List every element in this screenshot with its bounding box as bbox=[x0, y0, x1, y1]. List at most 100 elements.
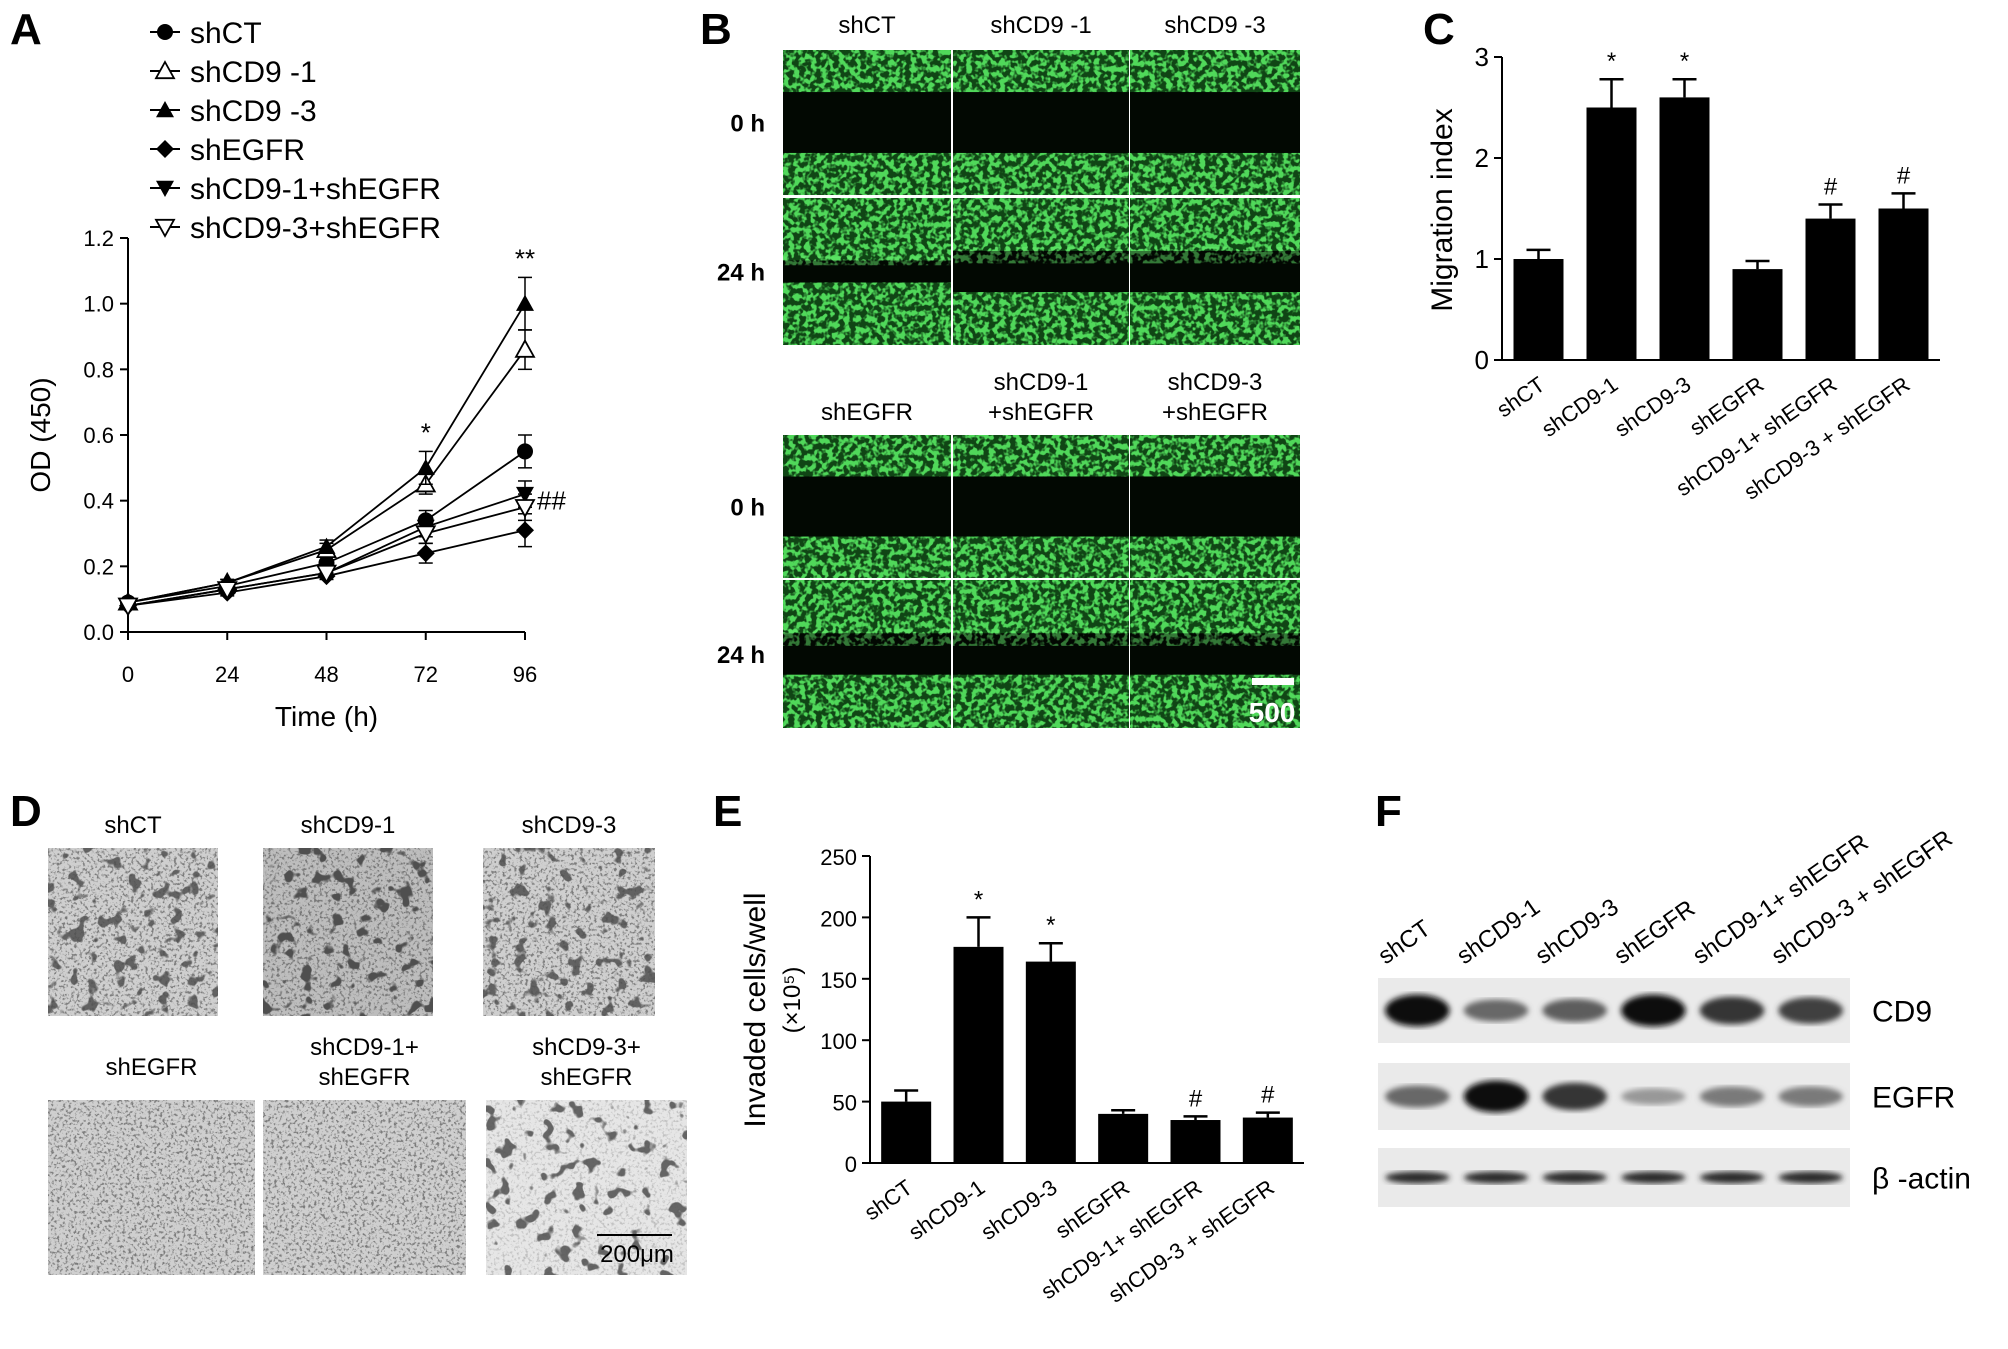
series-5 bbox=[117, 493, 536, 617]
band bbox=[1385, 1085, 1450, 1108]
band bbox=[1385, 994, 1450, 1027]
cell-layer-bottom bbox=[1130, 292, 1300, 345]
cell-tint-top bbox=[953, 198, 1129, 251]
cell-tint-bottom bbox=[783, 536, 951, 578]
y-tick-label: 1 bbox=[1475, 244, 1489, 274]
migrated-cells bbox=[1130, 246, 1300, 264]
y-tick-label: 1.2 bbox=[83, 226, 114, 251]
data-point bbox=[117, 597, 139, 617]
y-tick-label: 0 bbox=[1475, 345, 1489, 375]
y-tick-label: 0 bbox=[845, 1152, 857, 1177]
y-tick-label: 1.0 bbox=[83, 292, 114, 317]
cell-layer-top bbox=[783, 435, 951, 477]
panel-letter-d: D bbox=[10, 787, 42, 836]
invaded-cells bbox=[48, 848, 218, 1016]
blot-background bbox=[1378, 1148, 1850, 1207]
x-axis-label: Time (h) bbox=[275, 701, 378, 732]
lane-label: shCD9-1 bbox=[1452, 893, 1545, 969]
cell-layer-top bbox=[953, 198, 1129, 251]
category-label: shCD9-3 bbox=[1610, 372, 1695, 442]
cell-tint-bottom bbox=[1130, 292, 1300, 345]
y-tick-label: 3 bbox=[1475, 42, 1489, 72]
y-tick-label: 0.8 bbox=[83, 357, 114, 382]
transwell-image bbox=[486, 1100, 687, 1275]
wound-image bbox=[1130, 435, 1300, 578]
column-header: shCD9 -1 bbox=[990, 12, 1091, 39]
x-tick-label: 96 bbox=[513, 662, 537, 687]
y-tick-label: 250 bbox=[820, 845, 857, 870]
y-axis-label-unit: (×10⁵) bbox=[779, 967, 806, 1034]
cell-tint-bottom bbox=[783, 282, 951, 345]
cell-tint-bottom bbox=[953, 152, 1129, 195]
y-tick-label: 150 bbox=[820, 968, 857, 993]
data-point bbox=[516, 521, 534, 540]
legend-marker bbox=[156, 180, 174, 197]
cell-layer-top bbox=[953, 580, 1129, 634]
cell-layer-bottom bbox=[953, 674, 1129, 728]
data-point bbox=[415, 525, 437, 545]
cell-layer-top bbox=[783, 580, 951, 634]
data-point bbox=[317, 537, 336, 554]
cell-layer-bottom bbox=[953, 536, 1129, 578]
bar bbox=[1170, 1120, 1221, 1163]
blot-background bbox=[1378, 978, 1850, 1043]
data-point bbox=[514, 338, 536, 358]
blot-strip-1 bbox=[1378, 1063, 1850, 1130]
lane-label: shCT bbox=[1373, 915, 1436, 970]
scale-label: 200μm bbox=[600, 1241, 674, 1268]
scale-bar bbox=[1252, 678, 1294, 685]
band bbox=[1778, 1171, 1843, 1184]
blot-background bbox=[1378, 1063, 1850, 1130]
data-point bbox=[315, 564, 338, 584]
cell-layer-bottom bbox=[1130, 536, 1300, 578]
migrated-cells bbox=[953, 246, 1129, 264]
cell-tint-bottom bbox=[783, 152, 951, 195]
legend-label: shCD9-3+shEGFR bbox=[190, 212, 441, 245]
lane-label: shEGFR bbox=[1609, 895, 1700, 970]
blot-strip-0 bbox=[1378, 978, 1850, 1043]
protein-label: EGFR bbox=[1872, 1082, 1955, 1115]
y-axis-label: OD (450) bbox=[25, 377, 56, 492]
cell-layer-top bbox=[1130, 580, 1300, 634]
image-header: shCT bbox=[104, 812, 162, 839]
cell-layer-top bbox=[783, 50, 951, 93]
cell-tint-top bbox=[1130, 435, 1300, 477]
significance-mark: # bbox=[1824, 173, 1838, 200]
y-axis-label: Migration index bbox=[1426, 108, 1459, 311]
cell-tint-top bbox=[953, 435, 1129, 477]
y-axis-label: Invaded cells/well bbox=[739, 892, 772, 1127]
invaded-cells bbox=[263, 848, 433, 1016]
panel-d-transwell-images: shCT shCD9-1 shCD9-3 shEGFR shCD9-1+ shEGFR sh… bbox=[48, 812, 687, 1275]
image-header: shCD9-1+ bbox=[310, 1034, 419, 1061]
band bbox=[1778, 997, 1843, 1024]
column-header: shEGFR bbox=[821, 399, 913, 426]
cell-layer-top bbox=[783, 198, 951, 261]
cell-layer-top bbox=[953, 50, 1129, 93]
column-header: shCT bbox=[838, 12, 896, 39]
membrane-texture bbox=[48, 1100, 255, 1275]
wound-image bbox=[783, 580, 951, 728]
bar bbox=[1878, 208, 1929, 360]
membrane-texture bbox=[263, 1100, 466, 1275]
column-header: +shEGFR bbox=[988, 399, 1094, 426]
y-tick-label: 0.4 bbox=[83, 489, 114, 514]
y-tick-label: 100 bbox=[820, 1029, 857, 1054]
band bbox=[1463, 1080, 1529, 1113]
band bbox=[1699, 1171, 1765, 1184]
band bbox=[1621, 1088, 1686, 1105]
cell-tint-bottom bbox=[953, 674, 1129, 728]
band bbox=[1385, 1171, 1450, 1184]
wound-image bbox=[783, 435, 951, 578]
bar bbox=[1586, 107, 1637, 360]
data-point bbox=[514, 499, 536, 519]
band bbox=[1542, 998, 1607, 1023]
cell-layer-bottom bbox=[783, 536, 951, 578]
bar bbox=[1659, 97, 1710, 361]
x-tick-label: 72 bbox=[414, 662, 438, 687]
panel-e-invasion-chart: 050100150200250shCT*shCD9-1*shCD9-3shEGF… bbox=[739, 845, 1304, 1308]
bar bbox=[953, 946, 1004, 1163]
y-tick-label: 50 bbox=[833, 1091, 857, 1116]
significance-mark: # bbox=[1261, 1082, 1275, 1109]
